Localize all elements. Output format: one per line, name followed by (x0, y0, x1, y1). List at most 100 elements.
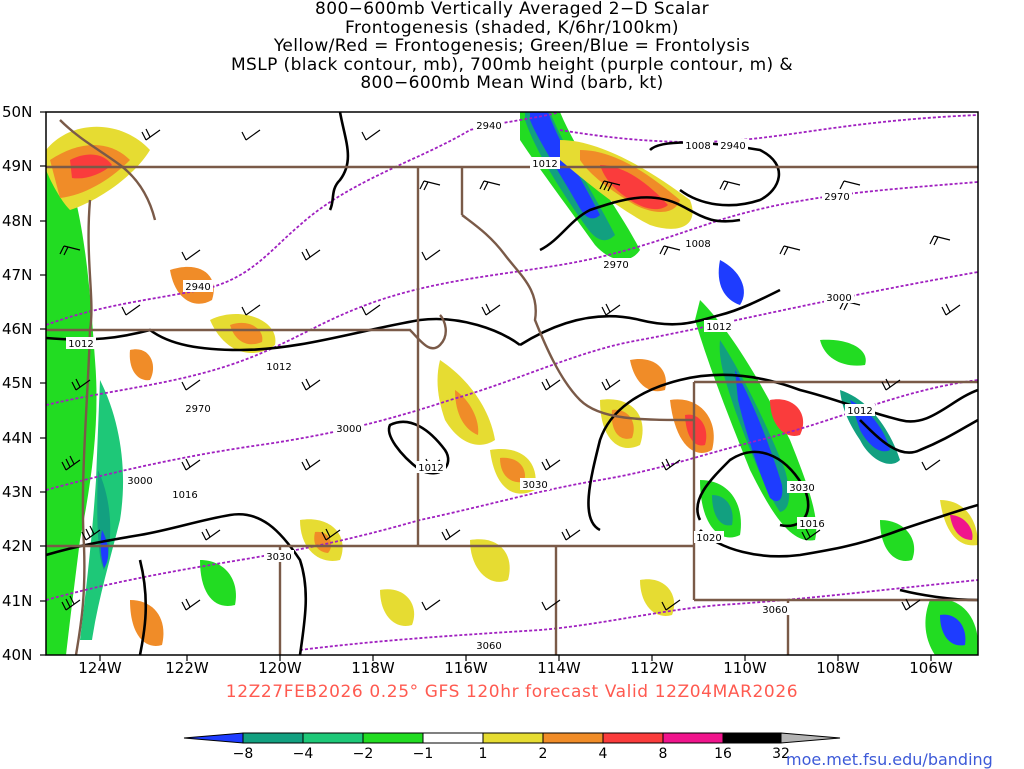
svg-text:1020: 1020 (696, 533, 721, 544)
wind-barb (929, 235, 951, 246)
svg-text:2940: 2940 (185, 282, 210, 293)
contour-labels: 1012 1012 1012 1012 1008 1008 1012 1016 … (66, 119, 875, 652)
wind-barb (121, 304, 141, 316)
lat-label: 43N (2, 483, 33, 501)
svg-text:3030: 3030 (789, 483, 814, 494)
mslp-label: 1008 (683, 237, 713, 250)
height-label: 2940 (474, 119, 504, 132)
colorbar-label: 2 (538, 746, 548, 762)
svg-text:3060: 3060 (762, 605, 787, 616)
wind-barb (419, 180, 441, 191)
title-line-5: 800−600mb Mean Wind (barb, kt) (360, 73, 664, 93)
wind-barb (479, 180, 501, 191)
lat-label: 46N (2, 320, 33, 338)
credit-link[interactable]: moe.met.fsu.edu/banding (786, 750, 993, 769)
wind-barb (601, 378, 621, 391)
svg-text:1016: 1016 (172, 490, 197, 501)
mslp-label: 1012 (845, 404, 875, 417)
mslp-label: 1016 (797, 517, 827, 530)
wind-barb (541, 458, 561, 471)
wind-barb (481, 303, 501, 316)
wind-barb (659, 245, 681, 256)
wind-barb (241, 304, 261, 316)
lon-label: 106W (909, 659, 953, 677)
mslp-contours (46, 112, 978, 655)
svg-text:1012: 1012 (706, 322, 731, 333)
colorbar-label: 4 (598, 746, 608, 762)
svg-text:2970: 2970 (603, 260, 628, 271)
lat-label: 41N (2, 592, 33, 610)
lat-label: 42N (2, 537, 33, 555)
lon-label: 124W (78, 659, 122, 677)
height-label: 2940 (718, 139, 748, 152)
svg-text:1008: 1008 (685, 141, 710, 152)
colorbar-label: 16 (714, 746, 732, 762)
title-line-1: 800−600mb Vertically Averaged 2−D Scalar (315, 0, 709, 19)
wind-barb (801, 528, 821, 541)
colorbar-swatch (362, 732, 424, 744)
colorbar-swatch (242, 732, 304, 744)
wind-barb (541, 599, 561, 611)
lat-label: 44N (2, 429, 33, 447)
svg-text:3000: 3000 (127, 476, 152, 487)
height-label: 2940 (183, 280, 213, 293)
wind-barb (61, 455, 81, 471)
mslp-label: 1008 (683, 139, 713, 152)
wind-barb (601, 303, 621, 316)
height-label: 2970 (822, 190, 852, 203)
svg-text:1012: 1012 (266, 362, 291, 373)
wind-barb (301, 248, 321, 261)
colorbar-swatch (722, 732, 782, 744)
svg-text:1012: 1012 (532, 159, 557, 170)
wind-barb (421, 249, 441, 261)
colorbar-swatch (542, 732, 604, 744)
height-label: 3030 (264, 550, 294, 563)
svg-text:3000: 3000 (826, 293, 851, 304)
colorbar-label: −8 (232, 746, 254, 762)
wind-barb (661, 458, 681, 471)
colorbar-swatch (482, 732, 544, 744)
forecast-valid-line: 12Z27FEB2026 0.25° GFS 120hr forecast Va… (225, 682, 799, 702)
wind-barb (181, 598, 201, 611)
svg-text:1008: 1008 (685, 239, 710, 250)
svg-text:2940: 2940 (720, 141, 745, 152)
lon-label: 120W (258, 659, 302, 677)
svg-text:2970: 2970 (824, 192, 849, 203)
mslp-label: 1012 (704, 320, 734, 333)
wind-barb (201, 528, 221, 541)
wind-barb (599, 180, 621, 192)
lon-label: 114W (537, 659, 581, 677)
mslp-label: 1016 (170, 488, 200, 501)
wind-barb (541, 378, 561, 391)
height-label: 2970 (183, 402, 213, 415)
lat-label: 47N (2, 266, 33, 284)
state-borders (46, 119, 978, 655)
colorbar-swatch (602, 732, 664, 744)
wind-barb (71, 378, 91, 391)
height-label: 2970 (601, 258, 631, 271)
lat-label: 45N (2, 374, 33, 392)
wind-barb (141, 128, 161, 141)
wind-barb (839, 180, 861, 190)
svg-text:3000: 3000 (336, 424, 361, 435)
colorbar-label: −2 (352, 746, 374, 762)
svg-text:1012: 1012 (68, 339, 93, 350)
map-title: 800−600mb Vertically Averaged 2−D Scalar… (0, 0, 1024, 93)
wind-barb (361, 304, 381, 316)
wind-barb (561, 528, 581, 541)
wind-barb (361, 129, 381, 141)
height-label: 3030 (787, 481, 817, 494)
lon-label: 122W (165, 659, 209, 677)
colorbar-label: 32 (772, 746, 790, 762)
wind-barb (779, 245, 801, 256)
colorbar-swatch (422, 732, 484, 744)
colorbar-label: −4 (292, 746, 314, 762)
svg-text:3060: 3060 (476, 641, 501, 652)
colorbar-label: 1 (478, 746, 488, 762)
wind-barb (941, 303, 961, 316)
wind-barb (661, 599, 681, 611)
height-label: 3030 (520, 478, 550, 491)
mslp-label: 1012 (416, 461, 446, 474)
wind-barb (81, 525, 101, 541)
mslp-label: 1012 (264, 360, 294, 373)
